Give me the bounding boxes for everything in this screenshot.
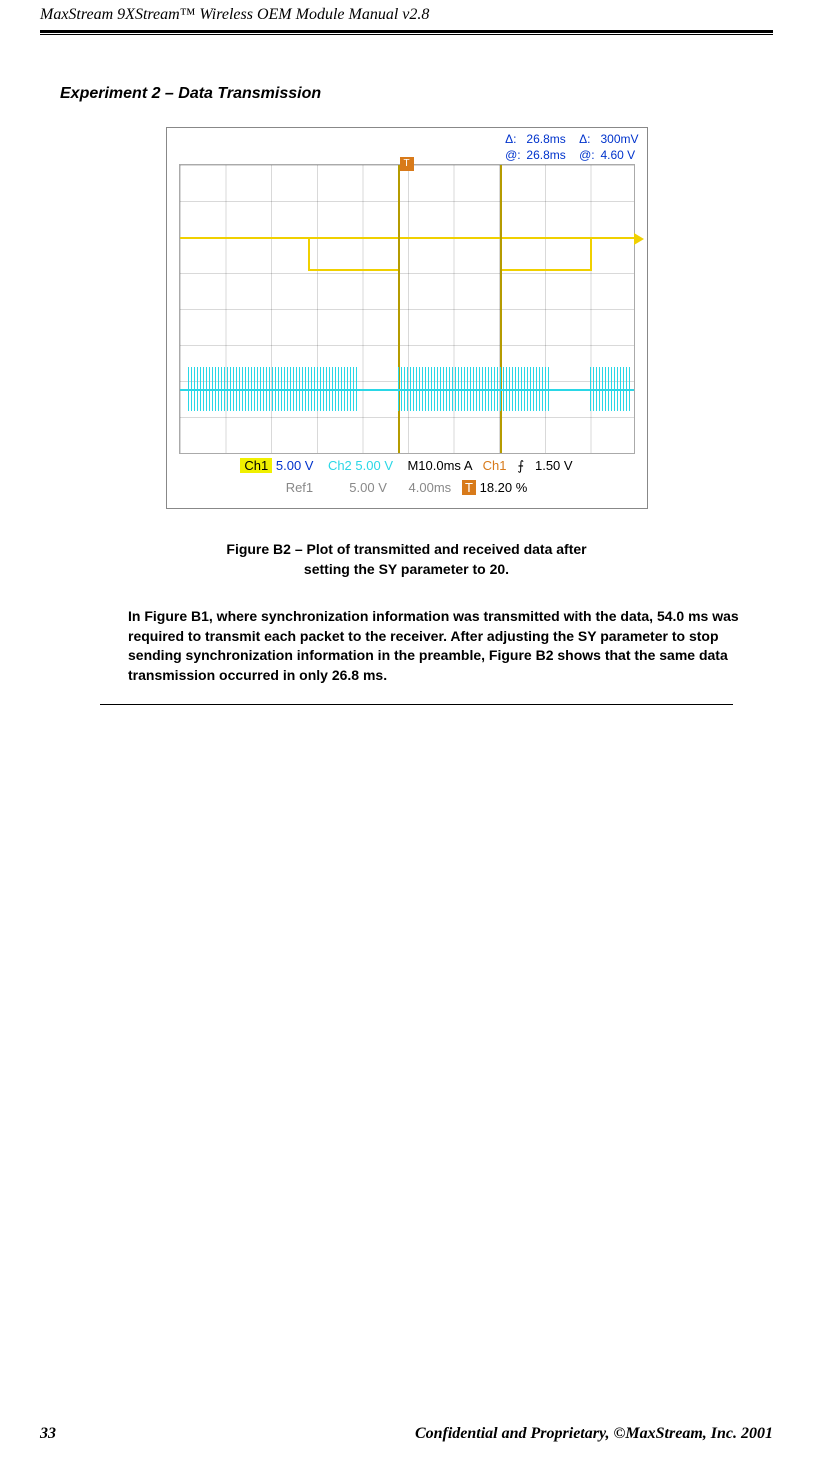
- ch2-data-burst: [308, 367, 358, 411]
- ch1-scale: 5.00 V: [276, 458, 314, 473]
- section-title: Experiment 2 – Data Transmission: [60, 85, 813, 103]
- ch1-low-seg: [500, 269, 590, 271]
- running-header: MaxStream 9XStream™ Wireless OEM Module …: [0, 0, 813, 28]
- trig-src: Ch1: [483, 458, 507, 473]
- figure-caption: Figure B2 – Plot of transmitted and rece…: [147, 540, 667, 579]
- ch1-low-seg: [308, 269, 398, 271]
- scope-cursor-readout: Δ: 26.8ms @: 26.8ms Δ: 300mV @: 4.60 V: [495, 132, 638, 163]
- ch2-data-burst: [500, 367, 550, 411]
- header-rule: [40, 30, 773, 33]
- ch1-edge: [308, 237, 310, 271]
- section-rule: [100, 704, 733, 705]
- trig-pct: 18.20 %: [480, 480, 528, 495]
- delta2-label: Δ:: [579, 132, 597, 148]
- edge-icon: ⨍: [517, 458, 524, 473]
- ch1-badge: Ch1: [240, 458, 272, 473]
- delta2-value: 300mV: [600, 132, 638, 148]
- scope-channel-status: Ch1 5.00 V Ch2 5.00 V M10.0ms A Ch1 ⨍ 1.…: [179, 458, 635, 478]
- trigger-icon: T: [400, 157, 414, 171]
- scope-ref-status: Ref1 5.00 V 4.00ms T 18.20 %: [179, 480, 635, 500]
- delta-value: 26.8ms: [526, 132, 565, 148]
- trig-a: A: [464, 458, 472, 473]
- ch1-trace: [180, 237, 634, 239]
- ch2-data-burst: [188, 367, 308, 411]
- ch2-label: Ch2: [328, 458, 352, 473]
- trig-marker-icon: T: [462, 480, 476, 495]
- caption-line2: setting the SY parameter to 20.: [304, 561, 509, 577]
- ref-volts: 5.00 V: [349, 480, 387, 495]
- delta-label: Δ:: [505, 132, 523, 148]
- trig-level: 1.50 V: [535, 458, 573, 473]
- at2-label: @:: [579, 148, 597, 164]
- caption-line1: Figure B2 – Plot of transmitted and rece…: [226, 541, 586, 557]
- ch2-scale: 5.00 V: [355, 458, 393, 473]
- ref-time: 4.00ms: [409, 480, 452, 495]
- page-number: 33: [40, 1425, 56, 1442]
- ch2-data-burst: [398, 367, 498, 411]
- ch1-ref-arrow-icon: [634, 233, 644, 245]
- body-paragraph: In Figure B1, where synchronization info…: [128, 607, 773, 685]
- oscilloscope-screenshot: Δ: 26.8ms @: 26.8ms Δ: 300mV @: 4.60 V T: [166, 127, 648, 509]
- ch1-edge: [590, 237, 592, 271]
- header-rule-thin: [40, 34, 773, 35]
- at-label: @:: [505, 148, 523, 164]
- at-value: 26.8ms: [526, 148, 565, 164]
- at2-value: 4.60 V: [600, 148, 635, 164]
- scope-grid: T: [179, 164, 635, 454]
- ch2-data-burst: [590, 367, 630, 411]
- timebase: M10.0ms: [407, 458, 460, 473]
- ref-label: Ref1: [286, 480, 313, 495]
- page-footer: 33 Confidential and Proprietary, ©MaxStr…: [40, 1425, 773, 1443]
- footer-text: Confidential and Proprietary, ©MaxStream…: [415, 1425, 773, 1443]
